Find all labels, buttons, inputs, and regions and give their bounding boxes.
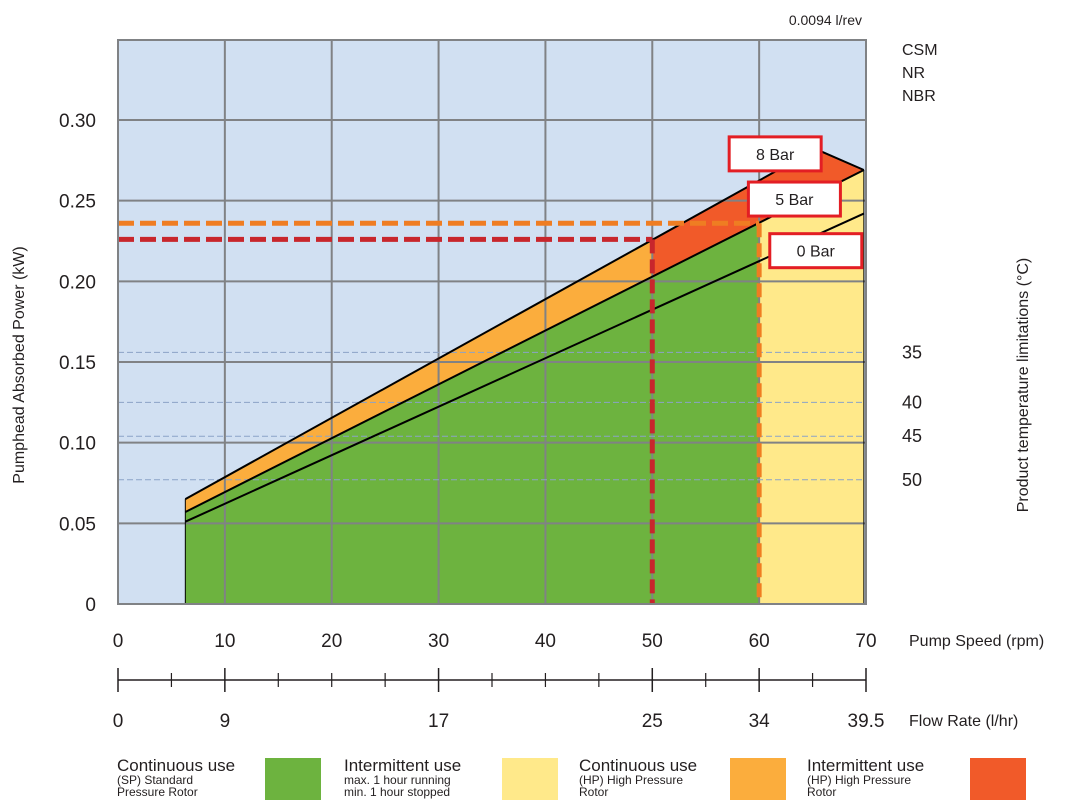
pressure-line-end [815, 148, 865, 171]
legend-title: Intermittent use [807, 756, 925, 775]
legend-sub: (HP) High Pressure [579, 773, 684, 787]
legend-sub: Rotor [807, 785, 837, 799]
pressure-line [184, 169, 865, 513]
flow-tick-label: 39.5 [848, 711, 885, 732]
legend-item: Intermittent use (HP) High Pressure Roto… [807, 757, 924, 798]
pressure-label: 8 Bar [756, 147, 795, 164]
pressure-label: 0 Bar [797, 244, 836, 261]
flow-tick-label: 25 [642, 711, 663, 732]
pressure-label-box [727, 135, 823, 173]
top-label: 0.0094 l/rev [789, 12, 862, 28]
y-tick-label: 0.05 [59, 514, 96, 535]
y-axis-title: Pumphead Absorbed Power (kW) [11, 246, 28, 483]
legend-title: Intermittent use [344, 756, 462, 775]
legend-item: Continuous use (HP) High Pressure Rotor [579, 757, 697, 798]
legend-item: Continuous use (SP) Standard Pressure Ro… [117, 757, 235, 798]
y-tick-label: 0 [85, 595, 96, 616]
material-nr: NR [902, 65, 925, 82]
temperature-limit-label: 45 [902, 426, 922, 446]
temperature-limit-label: 40 [902, 392, 922, 412]
pressure-label: 5 Bar [775, 192, 814, 209]
legend-swatch [502, 758, 558, 800]
flow-tick-label: 0 [113, 711, 124, 732]
area-hp-continuous [759, 170, 864, 604]
legend: Continuous use (SP) Standard Pressure Ro… [0, 755, 1080, 812]
legend-sub: Pressure Rotor [117, 785, 198, 799]
plot-frame [117, 39, 867, 605]
flow-tick-label: 9 [220, 711, 231, 732]
y-tick-label: 0.30 [59, 111, 96, 132]
legend-title: Continuous use [579, 756, 698, 775]
x-tick-label: 50 [642, 631, 663, 652]
right-axis-title: Product temperature limitations (°C) [1015, 258, 1032, 512]
pressure-line [184, 148, 817, 501]
area-sp-intermittent [185, 239, 653, 513]
x-tick-label: 20 [321, 631, 342, 652]
x-axis-title: Pump Speed (rpm) [909, 633, 1044, 650]
x-tick-label: 70 [855, 631, 876, 652]
flow-axis-title: Flow Rate (l/hr) [909, 713, 1018, 730]
area-sp-continuous [185, 222, 760, 605]
legend-title: Continuous use [117, 756, 236, 775]
legend-sub: min. 1 hour stopped [344, 785, 451, 799]
pressure-line [184, 212, 865, 523]
legend-sub: max. 1 hour running [344, 773, 451, 787]
pressure-label-box [768, 232, 864, 270]
y-tick-label: 0.25 [59, 192, 96, 213]
x-tick-label: 40 [535, 631, 556, 652]
material-csm: CSM [902, 42, 938, 59]
legend-sub: Rotor [579, 785, 609, 799]
x-tick-label: 10 [214, 631, 235, 652]
x-tick-label: 60 [749, 631, 770, 652]
x-tick-label: 0 [113, 631, 124, 652]
y-tick-label: 0.20 [59, 272, 96, 293]
legend-swatch [730, 758, 786, 800]
temperature-limit-label: 35 [902, 342, 922, 362]
legend-item: Intermittent use max. 1 hour running min… [344, 757, 461, 798]
power-chart: 35 40 45 50 8 Bar 5 Bar 0 Bar 0 0.05 0.10 0.15 0.… [11, 12, 1044, 732]
pressure-label-box [746, 180, 842, 218]
x-tick-label: 30 [428, 631, 449, 652]
material-nbr: NBR [902, 88, 936, 105]
y-tick-label: 0.10 [59, 434, 96, 455]
flow-tick-label: 34 [749, 711, 771, 732]
legend-swatch [265, 758, 321, 800]
temperature-limit-label: 50 [902, 470, 922, 490]
legend-sub: (SP) Standard [117, 773, 194, 787]
y-tick-label: 0.15 [59, 353, 96, 374]
flow-tick-label: 17 [428, 711, 449, 732]
legend-sub: (HP) High Pressure [807, 773, 912, 787]
legend-swatch [970, 758, 1026, 800]
